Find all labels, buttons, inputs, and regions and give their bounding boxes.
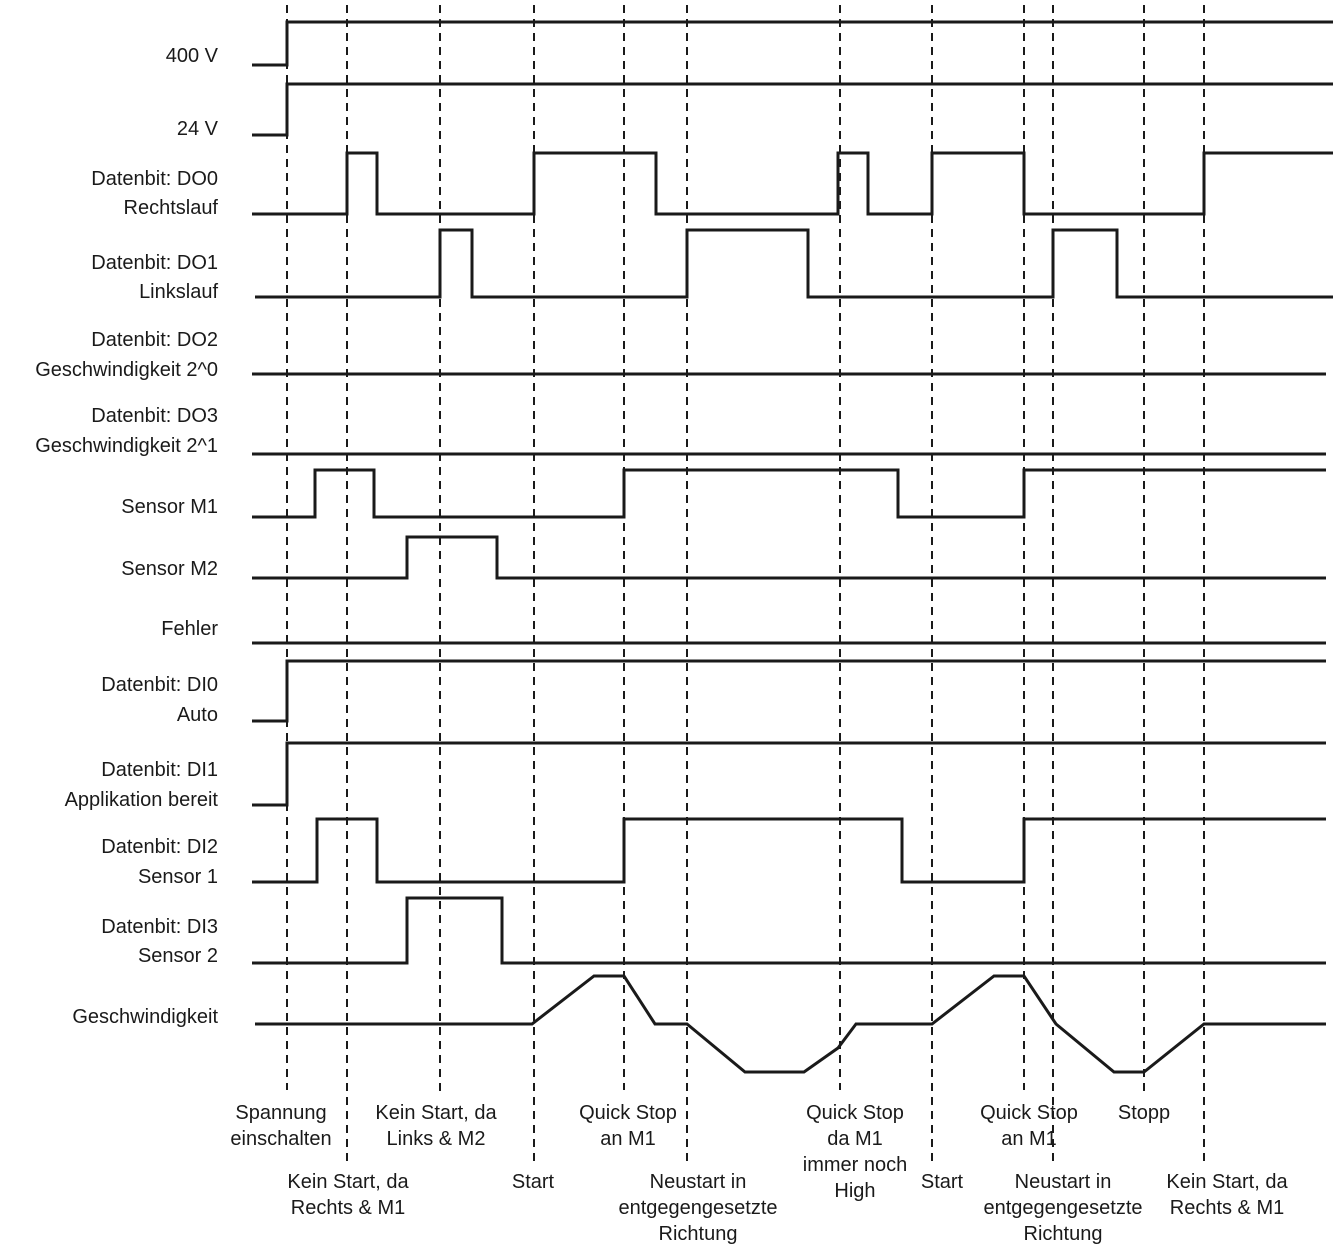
signal-label: Datenbit: DO0 (91, 168, 218, 190)
labels: 400 V 24 V Datenbit: DO0 Rechtslauf Datenbit… (35, 45, 1288, 1245)
wave (252, 535, 1326, 580)
signal-label: Datenbit: DI0 (101, 674, 218, 696)
signal-label: Geschwindigkeit (72, 1006, 218, 1028)
signal-label: Sensor M1 (121, 496, 218, 518)
signal-label: Geschwindigkeit 2^1 (35, 435, 218, 457)
signal-label: Linkslauf (139, 281, 218, 303)
event-label: Rechts & M1 (291, 1197, 405, 1219)
wave (252, 659, 1326, 723)
event-label: Stopp (1118, 1102, 1170, 1124)
event-label: Richtung (1024, 1223, 1103, 1245)
wave (255, 974, 1326, 1074)
event-label: Quick Stop (980, 1102, 1078, 1124)
wave (252, 468, 1326, 519)
signal-label: Sensor M2 (121, 558, 218, 580)
signal-label: Datenbit: DI3 (101, 916, 218, 938)
event-label: immer noch (803, 1154, 907, 1176)
waveforms (252, 20, 1333, 1074)
event-label: entgegengesetzte (618, 1197, 777, 1219)
event-label: da M1 (827, 1128, 883, 1150)
signal-label: Sensor 1 (138, 866, 218, 888)
event-label: Quick Stop (579, 1102, 677, 1124)
event-label: Links & M2 (387, 1128, 486, 1150)
event-label: einschalten (230, 1128, 331, 1150)
event-label: entgegengesetzte (983, 1197, 1142, 1219)
signal-label: Sensor 2 (138, 945, 218, 967)
event-label: Quick Stop (806, 1102, 904, 1124)
event-label: Kein Start, da (375, 1102, 497, 1124)
signal-label: Fehler (161, 618, 218, 640)
event-label: an M1 (1001, 1128, 1057, 1150)
wave (252, 896, 1326, 965)
signal-label: Applikation bereit (65, 789, 219, 811)
event-label: Richtung (659, 1223, 738, 1245)
event-label: Neustart in (650, 1171, 747, 1193)
event-label: Start (921, 1171, 964, 1193)
event-label: Neustart in (1015, 1171, 1112, 1193)
signal-label: Datenbit: DO3 (91, 405, 218, 427)
wave (252, 82, 1333, 137)
signal-label: Datenbit: DO1 (91, 252, 218, 274)
signal-label: 24 V (177, 118, 219, 140)
event-label: Rechts & M1 (1170, 1197, 1284, 1219)
event-label: Kein Start, da (287, 1171, 409, 1193)
wave (252, 741, 1326, 807)
wave (252, 151, 1333, 216)
signal-label: Datenbit: DO2 (91, 329, 218, 351)
wave (252, 20, 1333, 67)
wave (255, 228, 1333, 299)
signal-label: Rechtslauf (124, 197, 219, 219)
dashes (286, 5, 1205, 1165)
signal-label: 400 V (166, 45, 219, 67)
signal-label: Auto (177, 704, 218, 726)
event-label: Kein Start, da (1166, 1171, 1288, 1193)
wave (252, 817, 1326, 884)
signal-label: Geschwindigkeit 2^0 (35, 359, 218, 381)
event-label: an M1 (600, 1128, 656, 1150)
event-label: Start (512, 1171, 555, 1193)
signal-label: Datenbit: DI1 (101, 759, 218, 781)
signal-label: Datenbit: DI2 (101, 836, 218, 858)
event-label: Spannung (235, 1102, 326, 1124)
event-label: High (834, 1180, 875, 1202)
